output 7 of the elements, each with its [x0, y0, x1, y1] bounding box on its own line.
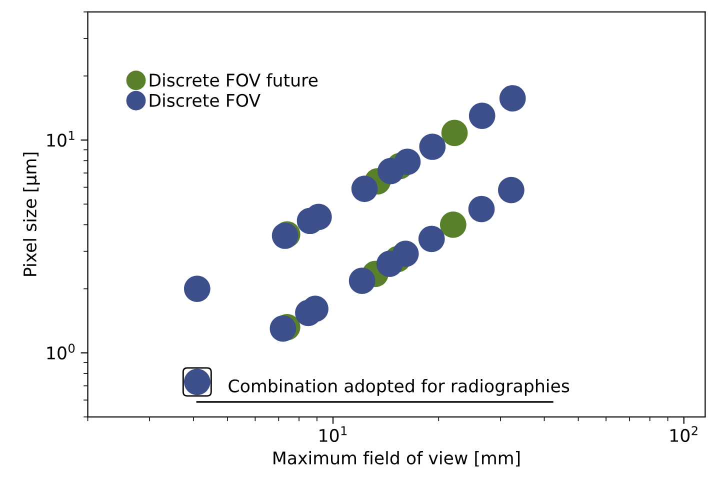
y-axis-title: Pixel size [μm]	[23, 152, 40, 276]
legend-label: Discrete FOV	[150, 94, 260, 107]
y-tick-label: 10$^{0}$	[47, 344, 75, 360]
x-tick-label: 10$^{2}$	[670, 426, 698, 442]
legend-label: Discrete FOV future	[150, 73, 318, 87]
x-axis-title: Maximum field of view [mm]	[274, 451, 520, 467]
annotation: Combination adopted for radiographies	[228, 379, 570, 396]
